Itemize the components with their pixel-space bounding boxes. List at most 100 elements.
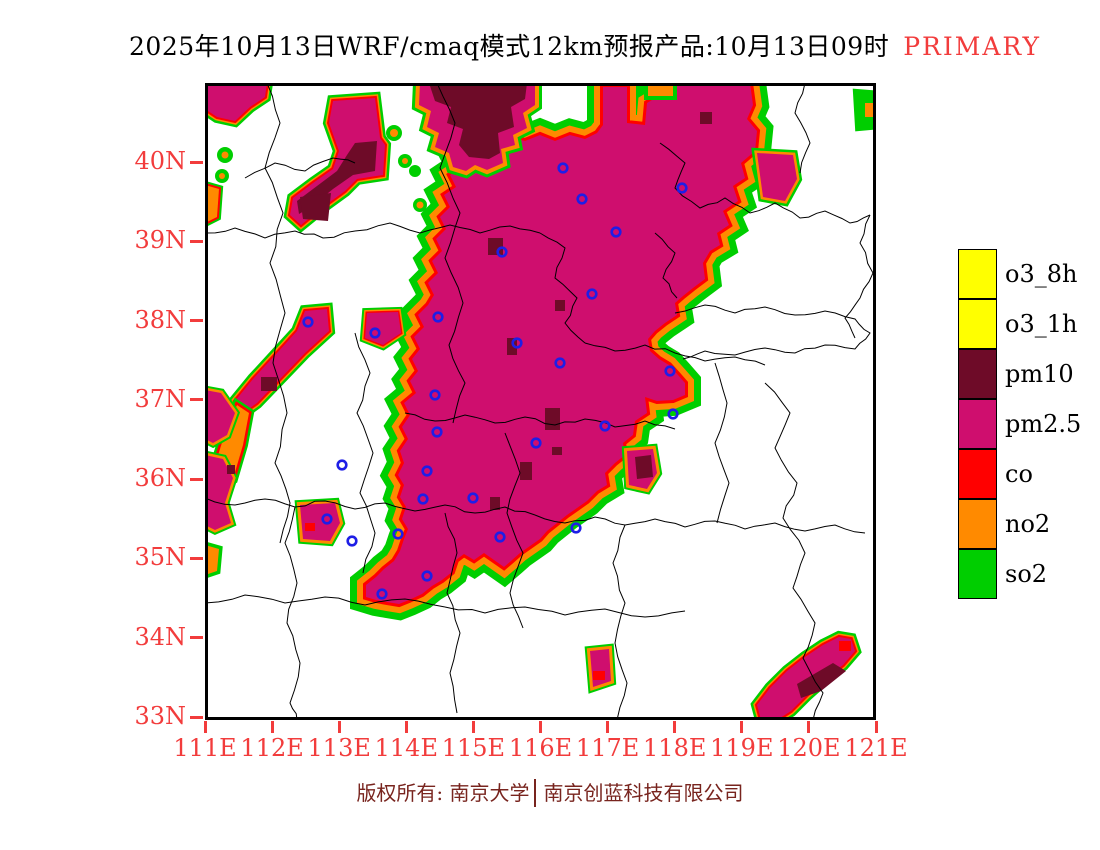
y-axis-tick [190,715,203,719]
city-marker [570,522,582,534]
city-marker [321,513,333,525]
y-axis-label-39N: 39N [134,226,186,255]
edge-strip-1 [205,180,224,228]
city-marker [467,492,479,504]
patch-west-small [359,306,407,351]
legend-item-co: co [958,449,1100,499]
map-border [205,83,876,720]
pollutant-patches [205,83,876,720]
legend-label-co: co [1005,460,1033,488]
city-marker [336,459,348,471]
boundary-line [444,512,461,714]
city-marker [530,437,542,449]
x-axis-tick [606,721,610,733]
y-axis-label-40N: 40N [134,146,186,175]
legend-item-o3_8h: o3_8h [958,249,1100,299]
city-marker [392,528,404,540]
pm10-spot [490,497,500,510]
footer-company: 南京创蓝科技有限公司 [543,781,744,805]
legend-item-no2: no2 [958,499,1100,549]
legend-item-o3_1h: o3_1h [958,299,1100,349]
forecast-map [205,83,876,720]
city-marker [610,226,622,238]
pm10-spot [507,338,517,355]
city-marker [421,465,433,477]
co-spot [839,641,851,651]
city-marker [576,193,588,205]
small-so2-dot [215,169,229,183]
x-axis-label-113E: 113E [307,734,371,762]
city-marker [511,337,523,349]
co-spot [593,671,605,680]
x-axis-label-117E: 117E [575,734,640,762]
footer-copyright: 版权所有: 南京大学 南京创蓝科技有限公司 [0,777,1100,809]
boundary-line [205,594,446,608]
city-markers [302,162,688,600]
legend-swatch-no2 [958,499,997,549]
legend-label-so2: so2 [1005,560,1048,588]
city-marker [586,288,598,300]
legend-label-o3_1h: o3_1h [1005,310,1078,338]
boundary-line [539,232,586,344]
city-marker [557,162,569,174]
legend-label-pm2.5: pm2.5 [1005,410,1082,438]
boundary-line [764,382,824,720]
pm25-main-region [350,83,774,621]
small-so2-dot [413,198,427,212]
x-axis-tick [807,721,811,733]
boundary-line [504,432,524,629]
x-axis-label-121E: 121E [844,734,908,762]
patch-northeast-small [751,147,803,207]
x-axis-tick [203,721,207,733]
boundary-line [659,142,871,224]
city-marker [664,365,676,377]
x-axis-tick [740,721,744,733]
patch-top-column [644,83,677,100]
legend-swatch-so2 [958,549,997,599]
boundary-line [674,304,871,360]
pm10-core [635,455,653,479]
city-marker [421,570,433,582]
x-axis-label-118E: 118E [643,734,707,762]
pm10-spot [520,462,532,480]
city-marker [431,426,443,438]
y-axis-tick [190,636,203,640]
small-so2-dot [398,154,412,168]
boundary-line [444,606,686,618]
x-axis-label-111E: 111E [173,734,237,762]
legend-label-no2: no2 [1005,510,1051,538]
patch-west-diagonal [227,302,336,422]
edge-strip-2 [205,385,241,449]
city-marker [554,357,566,369]
legend-swatch-o3_1h [958,299,997,349]
x-axis-tick [404,721,408,733]
city-marker [417,493,429,505]
boundary-line [584,342,766,366]
legend-label-pm10: pm10 [1005,360,1074,388]
x-axis-label-120E: 120E [777,734,841,762]
co-spot [305,523,315,531]
x-axis-label-112E: 112E [240,734,304,762]
patch-southeast-blob [750,630,862,720]
boundary-line [205,227,356,239]
y-axis-label-34N: 34N [134,622,186,651]
x-axis-tick [337,721,341,733]
boundary-line [844,214,874,339]
x-axis-label-119E: 119E [710,734,774,762]
patch-south-small [294,497,346,547]
y-axis-label-37N: 37N [134,384,186,413]
y-axis-tick [190,160,203,164]
y-axis-label-36N: 36N [134,464,186,493]
x-axis-tick [673,721,677,733]
boundary-line [714,362,730,524]
city-marker [376,588,388,600]
legend-item-pm2.5: pm2.5 [958,399,1100,449]
city-marker [599,420,611,432]
small-so2-dot [386,125,402,141]
y-axis-tick [190,319,203,323]
y-axis-label-33N: 33N [134,701,186,730]
pm10-core [429,83,527,159]
legend-label-o3_8h: o3_8h [1005,260,1078,288]
pm10-spot [261,377,277,391]
city-marker [494,531,506,543]
